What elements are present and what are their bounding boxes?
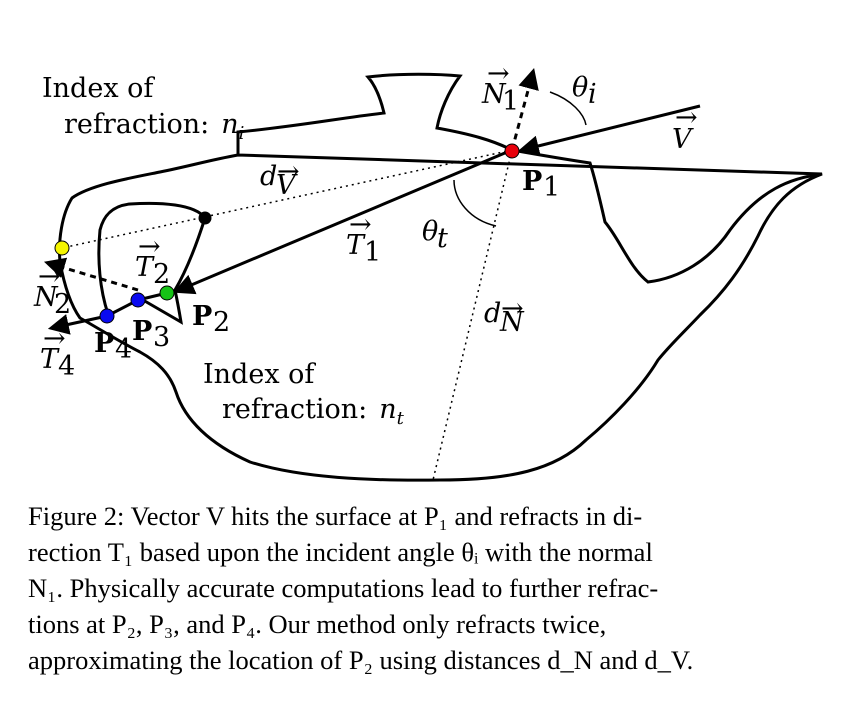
svg-text:→: → (675, 102, 698, 133)
svg-text:4: 4 (115, 334, 132, 365)
label-theta-i: θ i (572, 72, 597, 110)
svg-text:1: 1 (543, 172, 560, 203)
label-theta-t: θ t (422, 216, 448, 254)
svg-text:P: P (94, 328, 114, 359)
caption-line: N₁. Physically accurate computations lea… (28, 573, 659, 603)
label-P1: P 1 (522, 166, 560, 203)
svg-text:→: → (38, 261, 61, 292)
svg-text:2: 2 (54, 289, 71, 320)
distance-dN-line (432, 149, 513, 481)
caption-line: Figure 2: Vector V hits the surface at P… (28, 501, 643, 531)
point-P4 (99, 308, 115, 324)
svg-text:→: → (349, 209, 372, 240)
figure-caption: Figure 2: Vector V hits the surface at P… (28, 498, 840, 678)
svg-text:V: V (672, 124, 694, 155)
svg-text:N: N (33, 282, 59, 313)
svg-text:T: T (40, 344, 60, 375)
label-N2: N 2 → (33, 261, 71, 320)
svg-text:2: 2 (213, 307, 230, 338)
svg-text:1: 1 (502, 86, 519, 117)
teapot-outline (58, 72, 823, 482)
svg-text:d: d (484, 298, 501, 329)
point-P3 (130, 292, 146, 308)
label-V: V → (672, 102, 698, 155)
caption-line: rection T₁ based upon the incident angle… (28, 537, 653, 567)
svg-text:V: V (276, 170, 298, 201)
point-P1 (504, 143, 520, 159)
theta-t-arc (453, 179, 497, 227)
svg-text:T: T (346, 230, 366, 261)
svg-text:4: 4 (58, 351, 75, 382)
svg-text:P: P (522, 166, 542, 197)
svg-text:θ: θ (422, 216, 438, 247)
label-index-ni-line2: refraction: ni (64, 109, 244, 144)
svg-text:T: T (135, 252, 155, 283)
theta-i-arc (549, 91, 587, 126)
refracted-ray-T1 (173, 148, 513, 295)
normal-N1 (510, 67, 539, 151)
label-T4: T 4 → (40, 323, 75, 382)
label-T1: T 1 → (346, 209, 381, 268)
svg-text:t: t (437, 223, 448, 254)
svg-text:→: → (138, 231, 161, 262)
point-P2 (159, 285, 175, 301)
label-dN: d N → (484, 293, 525, 338)
svg-text:N: N (499, 307, 525, 338)
point-dV-exit (54, 240, 70, 256)
exit-ray-T4 (47, 314, 108, 335)
teapot-handle-inner (97, 201, 207, 315)
label-P3: P 3 (132, 316, 170, 353)
svg-text:i: i (588, 79, 597, 110)
incident-ray-V (517, 104, 701, 157)
svg-text:P: P (192, 301, 212, 332)
label-T2: T 2 → (135, 231, 170, 290)
caption-line: approximating the location of P₂ using d… (28, 645, 694, 675)
svg-text:d: d (260, 161, 277, 192)
label-index-nt-line1: Index of (203, 359, 316, 390)
svg-text:3: 3 (153, 322, 170, 353)
svg-text:→: → (501, 293, 524, 324)
caption-line: tions at P₂, P₃, and P₄. Our method only… (28, 609, 607, 639)
svg-text:→: → (277, 156, 300, 187)
label-N1: N 1 → (481, 58, 519, 117)
svg-text:2: 2 (153, 259, 170, 290)
svg-text:→: → (487, 58, 510, 89)
label-dV: d V → (260, 156, 300, 201)
point-dV-end-inner (198, 211, 212, 225)
normal-N2 (43, 257, 139, 292)
label-index-nt-line2: refraction: nt (222, 394, 405, 429)
svg-text:1: 1 (364, 237, 381, 268)
svg-text:→: → (43, 323, 66, 354)
label-P4: P 4 (94, 328, 132, 365)
label-index-ni-line1: Index of (42, 73, 155, 104)
label-P2: P 2 (192, 301, 230, 338)
svg-text:N: N (481, 79, 507, 110)
svg-text:P: P (132, 316, 152, 347)
svg-text:θ: θ (572, 72, 588, 103)
